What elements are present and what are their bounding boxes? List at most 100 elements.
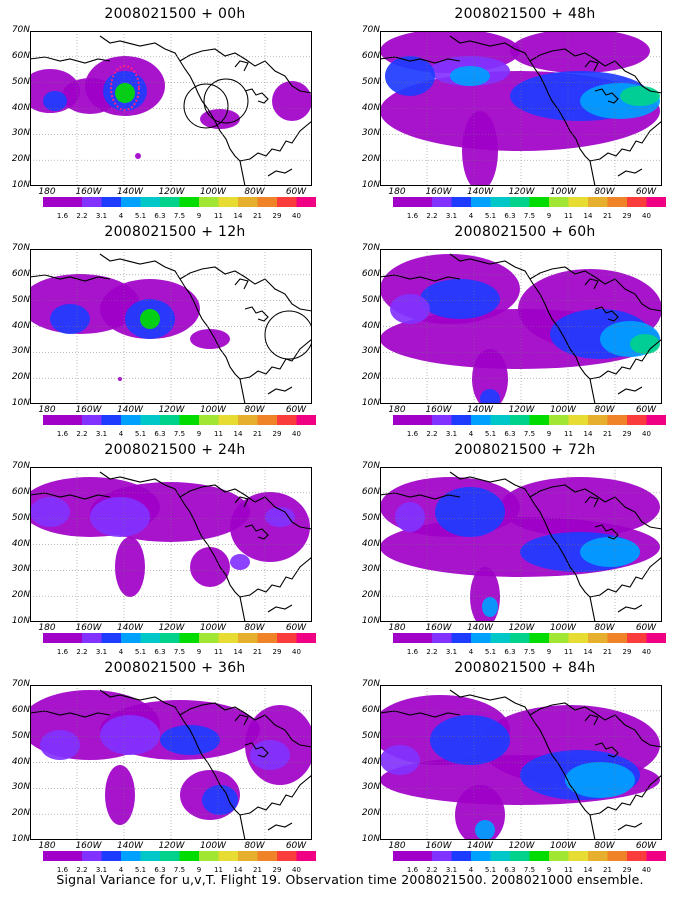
lon-tick-label: 160W [425, 623, 452, 633]
colorbar-swatch [238, 851, 258, 861]
colorbar-label: 40 [292, 648, 301, 656]
variance-contour [90, 497, 150, 537]
colorbar-swatch [529, 197, 550, 207]
colorbar [393, 851, 666, 861]
colorbar-swatch [160, 851, 180, 861]
colorbar-swatch [140, 851, 161, 861]
coastline [244, 306, 269, 322]
variance-contour [430, 715, 510, 765]
coastline [594, 742, 619, 758]
lat-tick-label: 40N [11, 756, 30, 767]
lat-tick-label: 40N [11, 102, 30, 113]
lat-tick-label: 60N [11, 486, 30, 497]
colorbar-swatch [218, 633, 239, 643]
colorbar-swatch [82, 197, 102, 207]
variance-contour [115, 537, 145, 597]
lat-tick-label: 10N [11, 398, 30, 408]
colorbar-label: 4 [468, 648, 474, 656]
colorbar-swatch [393, 633, 413, 643]
variance-contour [135, 153, 141, 159]
colorbar-label: 14 [583, 212, 593, 220]
colorbar-swatch [140, 633, 161, 643]
colorbar-label: 1.6 [406, 866, 419, 874]
colorbar-label: 29 [622, 212, 632, 220]
panel-title: 2008021500 + 12h [104, 224, 246, 240]
colorbar-swatch [277, 197, 297, 207]
colorbar-swatch [43, 197, 63, 207]
coastline [584, 714, 599, 726]
colorbar-label: 11 [564, 430, 573, 438]
colorbar-swatch [277, 633, 297, 643]
variance-contour [620, 86, 660, 106]
lat-tick-label: 40N [361, 538, 380, 549]
colorbar-swatch [588, 851, 608, 861]
colorbar-swatch [121, 197, 141, 207]
colorbar-label: 14 [233, 212, 243, 220]
colorbar-swatch [529, 851, 550, 861]
colorbar-label: 9 [546, 866, 552, 874]
colorbar-label: 7.5 [173, 866, 186, 874]
coastline [617, 386, 643, 395]
colorbar-swatch [238, 197, 258, 207]
variance-map [30, 467, 312, 622]
lon-tick-label: 120W [508, 187, 535, 197]
colorbar-swatch [529, 633, 550, 643]
colorbar-swatch [101, 633, 122, 643]
map-frame [30, 467, 312, 622]
lon-tick-label: 100W [199, 623, 227, 633]
colorbar-label: 40 [642, 430, 651, 438]
colorbar-label: 40 [642, 212, 651, 220]
panel-title: 2008021500 + 60h [454, 224, 596, 240]
colorbar-swatch [218, 415, 239, 425]
variance-map [380, 685, 662, 840]
colorbar-label: 3.1 [445, 866, 458, 874]
lat-tick-label: 60N [11, 268, 30, 279]
colorbar-swatch [277, 851, 297, 861]
variance-contour [385, 56, 435, 96]
lat-tick-label: 40N [361, 320, 380, 331]
colorbar-label: 29 [622, 866, 632, 874]
map-frame [380, 249, 662, 404]
lat-tick-label: 10N [11, 180, 30, 190]
coastline [529, 702, 662, 748]
variance-contour [472, 349, 508, 404]
lon-tick-label: 140W [116, 187, 144, 197]
variance-contour [272, 81, 312, 121]
coastline [529, 48, 662, 94]
coastline [584, 496, 599, 508]
lat-tick-label: 50N [11, 294, 30, 305]
colorbar-label: 14 [583, 648, 593, 656]
lat-tick-label: 10N [361, 834, 380, 844]
colorbar-label: 1.6 [56, 212, 69, 220]
lat-tick-label: 70N [11, 679, 30, 689]
colorbar-label: 4 [118, 866, 124, 874]
map-panel-36h: 2008021500 + 36h 70N 60N 50N 40N 30N 20N 10N 180… [0, 654, 350, 874]
colorbar-label: 6.3 [504, 866, 516, 874]
colorbar-swatch [451, 851, 472, 861]
colorbar-swatch [218, 851, 239, 861]
variance-contour [482, 597, 498, 617]
lon-tick-label: 80W [594, 841, 615, 851]
coastline [239, 338, 312, 380]
colorbar-swatch [490, 633, 511, 643]
colorbar-label: 4 [468, 212, 474, 220]
panel-title: 2008021500 + 84h [454, 660, 596, 676]
lat-tick-label: 60N [361, 486, 380, 497]
colorbar-label: 6.3 [154, 648, 166, 656]
colorbar-swatch [432, 851, 452, 861]
colorbar-swatch [160, 197, 180, 207]
lon-tick-label: 120W [158, 187, 185, 197]
lat-tick-label: 30N [361, 782, 380, 793]
colorbar-swatch [179, 415, 200, 425]
colorbar-swatch [471, 633, 491, 643]
lon-tick-label: 60W [285, 841, 307, 851]
colorbar-swatch [82, 633, 102, 643]
colorbar-swatch [627, 197, 647, 207]
coastline [594, 88, 619, 104]
colorbar-label: 40 [292, 866, 301, 874]
coastline [589, 120, 662, 162]
colorbar-label: 11 [564, 648, 573, 656]
lat-tick-label: 50N [361, 294, 380, 305]
colorbar-swatch [432, 415, 452, 425]
observation-circle [203, 78, 249, 124]
